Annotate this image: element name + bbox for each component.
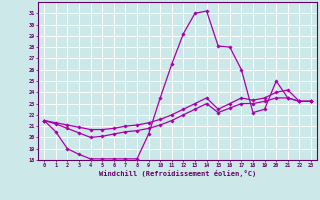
X-axis label: Windchill (Refroidissement éolien,°C): Windchill (Refroidissement éolien,°C) [99, 170, 256, 177]
